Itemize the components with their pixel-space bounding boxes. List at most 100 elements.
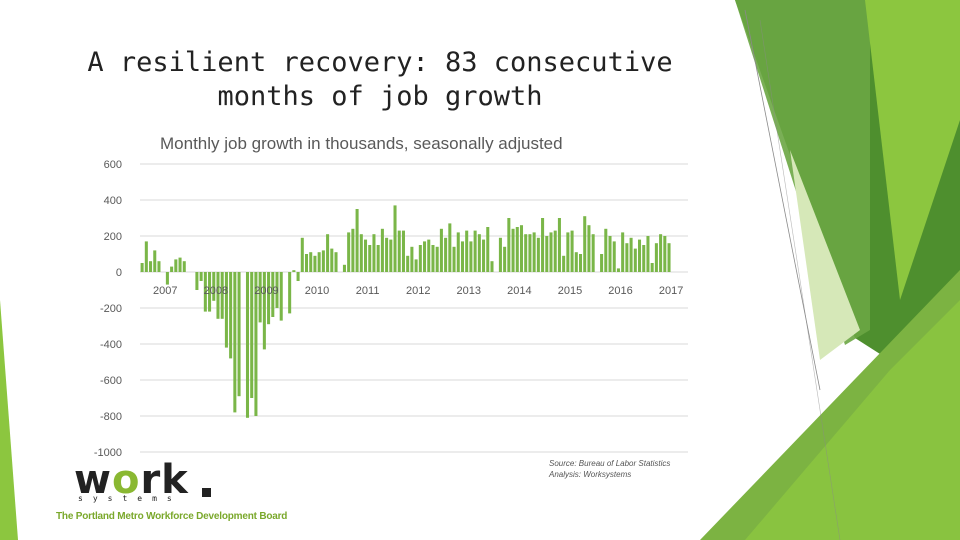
bar bbox=[600, 254, 604, 272]
bar bbox=[330, 248, 334, 272]
source-line: Source: Bureau of Labor Statistics bbox=[549, 459, 671, 468]
bar bbox=[321, 250, 325, 272]
y-tick-label: -1000 bbox=[94, 447, 122, 459]
logo-subtext: systems bbox=[78, 494, 182, 503]
logo-wordmark: work bbox=[74, 458, 189, 502]
bar bbox=[144, 241, 148, 272]
x-tick-label: 2016 bbox=[608, 285, 632, 297]
bar bbox=[275, 272, 279, 308]
bar bbox=[178, 257, 182, 272]
bar bbox=[608, 236, 612, 272]
bar bbox=[279, 272, 283, 321]
bar bbox=[250, 272, 254, 398]
bar bbox=[541, 218, 545, 272]
x-axis-labels: 2007 2008 2009 2010 2011 2012 2013 2014 2015 2016… bbox=[153, 285, 683, 297]
bar bbox=[549, 232, 553, 272]
worksystems-logo: work systems bbox=[74, 458, 224, 506]
bar bbox=[633, 248, 637, 272]
bar bbox=[629, 237, 633, 272]
bar bbox=[309, 252, 313, 272]
bar bbox=[456, 232, 460, 272]
bar bbox=[254, 272, 258, 416]
bar bbox=[465, 230, 469, 272]
bar bbox=[528, 234, 532, 272]
bar bbox=[583, 216, 587, 272]
slide-title-line-2: months of job growth bbox=[217, 81, 543, 112]
bar bbox=[182, 261, 186, 272]
bar bbox=[153, 250, 157, 272]
bar bbox=[376, 245, 380, 272]
bar bbox=[334, 252, 338, 272]
x-tick-label: 2008 bbox=[204, 285, 228, 297]
facet-line bbox=[744, 9, 821, 391]
facet-pale bbox=[790, 150, 860, 360]
bar bbox=[654, 243, 658, 272]
bar bbox=[389, 239, 393, 272]
bar bbox=[258, 272, 262, 323]
bar bbox=[663, 236, 667, 272]
bar bbox=[574, 252, 578, 272]
bar bbox=[372, 234, 376, 272]
slide-title-line-1: A resilient recovery: 83 consecutive bbox=[87, 47, 673, 78]
bar bbox=[224, 272, 228, 348]
bar bbox=[401, 230, 405, 272]
x-tick-label: 2012 bbox=[406, 285, 430, 297]
bar bbox=[591, 234, 595, 272]
bar bbox=[410, 246, 414, 272]
bars bbox=[140, 205, 671, 418]
bar bbox=[418, 245, 422, 272]
bar bbox=[625, 243, 629, 272]
bar bbox=[469, 241, 473, 272]
bar bbox=[515, 227, 519, 272]
bar bbox=[393, 205, 397, 272]
bar bbox=[220, 272, 224, 319]
logo-letters-rk: rk bbox=[140, 457, 189, 503]
bar bbox=[646, 236, 650, 272]
bar bbox=[304, 254, 309, 272]
bar bbox=[621, 232, 625, 272]
bar bbox=[385, 237, 389, 272]
bar bbox=[490, 261, 494, 272]
bar bbox=[498, 237, 502, 272]
bar bbox=[431, 245, 435, 272]
bar bbox=[195, 272, 199, 290]
bar bbox=[452, 246, 456, 272]
bar bbox=[245, 272, 250, 418]
bar bbox=[667, 243, 671, 272]
y-tick-label: -800 bbox=[100, 411, 122, 423]
bar bbox=[557, 218, 561, 272]
bar bbox=[477, 234, 481, 272]
bar bbox=[174, 259, 178, 272]
bar bbox=[578, 254, 583, 272]
bar bbox=[233, 272, 237, 413]
bar bbox=[165, 272, 169, 285]
bar bbox=[414, 259, 418, 272]
bar bbox=[347, 232, 351, 272]
bar bbox=[368, 245, 372, 272]
bar bbox=[587, 225, 591, 272]
logo-gear-o: o bbox=[111, 457, 141, 503]
bar bbox=[199, 272, 203, 281]
bar bbox=[149, 261, 153, 272]
chart-title: Monthly job growth in thousands, seasona… bbox=[160, 134, 563, 153]
x-tick-label: 2010 bbox=[305, 285, 329, 297]
bar bbox=[359, 234, 363, 272]
bar bbox=[473, 230, 477, 272]
analysis-line: Analysis: Worksystems bbox=[549, 470, 632, 479]
bar bbox=[355, 209, 359, 272]
bar bbox=[439, 228, 443, 272]
logo-letter-w: w bbox=[74, 457, 112, 503]
bar bbox=[300, 237, 304, 272]
bar bbox=[423, 241, 427, 272]
source-note: Source: Bureau of Labor Statistics Analy… bbox=[549, 458, 670, 480]
y-tick-label: 400 bbox=[104, 195, 122, 207]
bar bbox=[460, 241, 464, 272]
bar bbox=[406, 255, 410, 272]
bar bbox=[203, 272, 207, 312]
bar bbox=[216, 272, 220, 319]
bar bbox=[532, 232, 536, 272]
bar bbox=[380, 228, 384, 272]
x-tick-label: 2009 bbox=[254, 285, 278, 297]
